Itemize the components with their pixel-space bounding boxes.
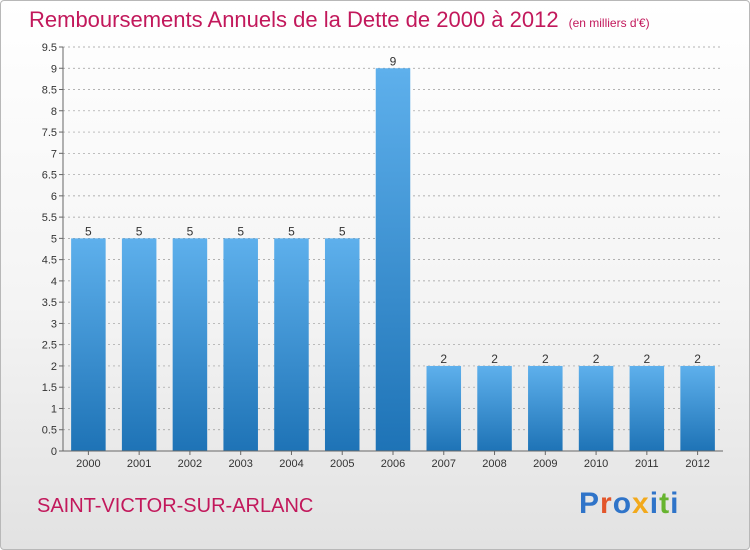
- axes: [59, 46, 723, 455]
- bar-2001: [121, 238, 157, 451]
- logo-letter: P: [579, 487, 601, 520]
- chart-title-block: Remboursements Annuels de la Dette de 20…: [29, 7, 650, 33]
- y-tick-label: 4: [51, 276, 57, 288]
- bar-2007: [426, 365, 462, 451]
- y-tick-label: 3: [51, 318, 57, 330]
- y-tick-label: 1.5: [42, 382, 57, 394]
- bar-2005: [324, 238, 360, 451]
- bar-2009: [528, 365, 563, 451]
- x-tick-label-2000: 2000: [76, 458, 100, 470]
- x-tick-label-2002: 2002: [178, 458, 202, 470]
- y-tick-label: 4.5: [42, 255, 57, 267]
- y-tick-label: 5: [51, 233, 57, 245]
- bars: [71, 68, 715, 452]
- x-tick-label-2008: 2008: [482, 458, 506, 470]
- y-tick-label: 8: [51, 106, 57, 118]
- logo-letter: t: [659, 487, 671, 520]
- proxiti-logo: Proxiti: [579, 487, 679, 521]
- data-label-2001: 5: [136, 224, 143, 238]
- y-tick-label: 6: [51, 191, 57, 203]
- data-label-2006: 9: [390, 54, 397, 68]
- x-tick-label-2005: 2005: [330, 458, 354, 470]
- bar-2010: [578, 365, 614, 451]
- x-tick-label-2001: 2001: [127, 458, 151, 470]
- x-tick-label-2012: 2012: [685, 458, 709, 470]
- x-tick-label-2006: 2006: [381, 458, 405, 470]
- x-tick-label-2009: 2009: [533, 458, 557, 470]
- chart-unit-label: (en milliers d'€): [568, 16, 650, 30]
- data-label-2012: 2: [694, 352, 701, 366]
- y-tick-label: 1: [51, 403, 57, 415]
- y-tick-label: 6.5: [42, 170, 57, 182]
- y-tick-label: 0.5: [42, 425, 57, 437]
- data-label-2004: 5: [288, 224, 295, 238]
- data-label-2002: 5: [187, 224, 194, 238]
- y-tick-label: 2: [51, 361, 57, 373]
- bar-2006: [375, 68, 411, 452]
- data-label-2003: 5: [237, 224, 244, 238]
- chart-title: Remboursements Annuels de la Dette de 20…: [29, 7, 559, 32]
- x-tick-label-2010: 2010: [584, 458, 608, 470]
- y-tick-label: 5.5: [42, 212, 57, 224]
- bar-2012: [680, 365, 715, 451]
- y-tick-label: 9: [51, 63, 57, 75]
- x-tick-label-2011: 2011: [635, 458, 659, 470]
- bar-2011: [629, 365, 665, 451]
- y-tick-label: 8.5: [42, 85, 57, 97]
- x-tick-label-2004: 2004: [279, 458, 303, 470]
- bar-2000: [71, 238, 106, 451]
- y-tick-label: 0: [51, 446, 57, 458]
- logo-letter: r: [600, 487, 613, 520]
- data-label-2007: 2: [440, 352, 447, 366]
- commune-name: SAINT-VICTOR-SUR-ARLANC: [37, 495, 314, 517]
- bar-2008: [477, 365, 512, 451]
- bar-2004: [274, 238, 309, 451]
- logo-letter: i: [670, 487, 680, 520]
- data-label-2011: 2: [644, 352, 651, 366]
- data-label-2005: 5: [339, 224, 346, 238]
- x-tick-label-2007: 2007: [432, 458, 456, 470]
- y-tick-label: 3.5: [42, 297, 57, 309]
- data-label-2009: 2: [542, 352, 549, 366]
- data-label-2008: 2: [491, 352, 498, 366]
- y-tick-label: 7.5: [42, 127, 57, 139]
- data-label-2010: 2: [593, 352, 600, 366]
- y-tick-label: 7: [51, 148, 57, 160]
- data-label-2000: 5: [85, 224, 92, 238]
- y-tick-label: 9.5: [42, 42, 57, 54]
- bar-2002: [172, 238, 208, 451]
- x-tick-label-2003: 2003: [228, 458, 252, 470]
- labels: 0 0.5 1 1.5 2 2.5 3 3.5 4 4.5 5 5.5 6 6.5 7 7.5 8 8.5 9 9.5…: [42, 42, 710, 470]
- bar-2003: [223, 238, 258, 451]
- y-tick-label: 2.5: [42, 340, 57, 352]
- logo-letter: o: [612, 487, 633, 520]
- logo-letter: i: [649, 487, 660, 520]
- logo-letter: x: [632, 487, 650, 520]
